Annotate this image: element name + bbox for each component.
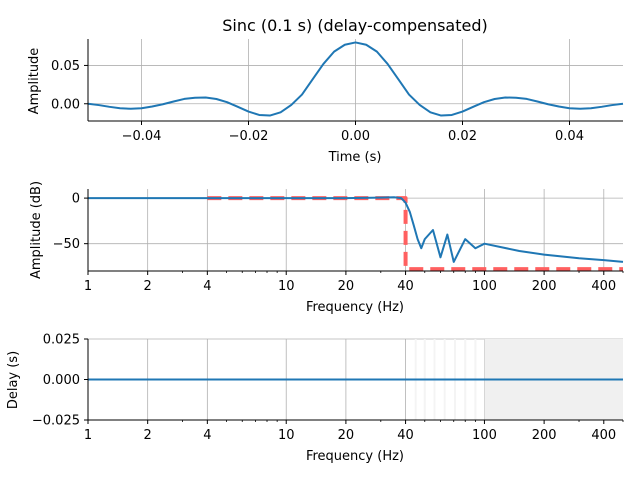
x-tick-label: 100 [472,428,497,443]
x-tick-label: 4 [203,428,211,443]
series-line [88,196,624,263]
y-tick-label: 0.000 [43,373,80,388]
y-tick-label: 0.00 [51,97,80,112]
x-tick-label: 10 [278,279,295,294]
x-tick-label: 1 [84,428,92,443]
y-tick-label: −0.025 [32,414,80,429]
x-tick-label: 100 [472,279,497,294]
y-axis-label-amplitude: Amplitude [27,48,42,115]
x-tick-label: 2 [144,279,152,294]
y-axis-label-amplitude-db: Amplitude (dB) [29,181,44,279]
y-tick-label: −50 [53,237,80,252]
x-tick-label: −0.02 [229,129,269,144]
x-axis-label-frequency: Frequency (Hz) [306,449,404,464]
chart-title: Sinc (0.1 s) (delay-compensated) [222,16,487,35]
x-tick-label: 400 [591,279,616,294]
x-tick-label: 40 [397,279,414,294]
y-tick-label: 0.025 [43,333,80,348]
x-tick-label: 200 [532,279,557,294]
x-tick-label: 10 [278,428,295,443]
x-tick-label: 200 [532,428,557,443]
magnitude-response-plot: 1 2 4 10 20 40 100 200 400 0 −50 Frequency (Hz) Am… [29,181,624,315]
delay-plot: 1 2 4 10 20 40 100 200 400 0.025 0.000 −0.025 Frequ… [6,333,624,464]
x-tick-label: 2 [144,428,152,443]
y-tick-label: 0.05 [51,59,80,74]
x-tick-label: 0.02 [448,129,477,144]
x-tick-label: 20 [338,279,355,294]
ideal-response-line [207,196,623,272]
x-tick-label: 0.04 [555,129,584,144]
x-tick-label: 1 [84,279,92,294]
x-axis-label-frequency: Frequency (Hz) [306,300,404,315]
x-tick-label: 4 [203,279,211,294]
x-tick-label: −0.04 [122,129,162,144]
y-tick-label: 0 [72,192,80,207]
y-axis-label-delay: Delay (s) [6,351,21,409]
time-domain-plot: Sinc (0.1 s) (delay-compensated) −0.04 −0… [27,16,624,165]
x-tick-label: 0.00 [341,129,370,144]
x-axis-label-time: Time (s) [328,150,382,165]
series-line [87,41,624,117]
x-tick-label: 40 [397,428,414,443]
x-tick-label: 20 [338,428,355,443]
x-tick-label: 400 [591,428,616,443]
